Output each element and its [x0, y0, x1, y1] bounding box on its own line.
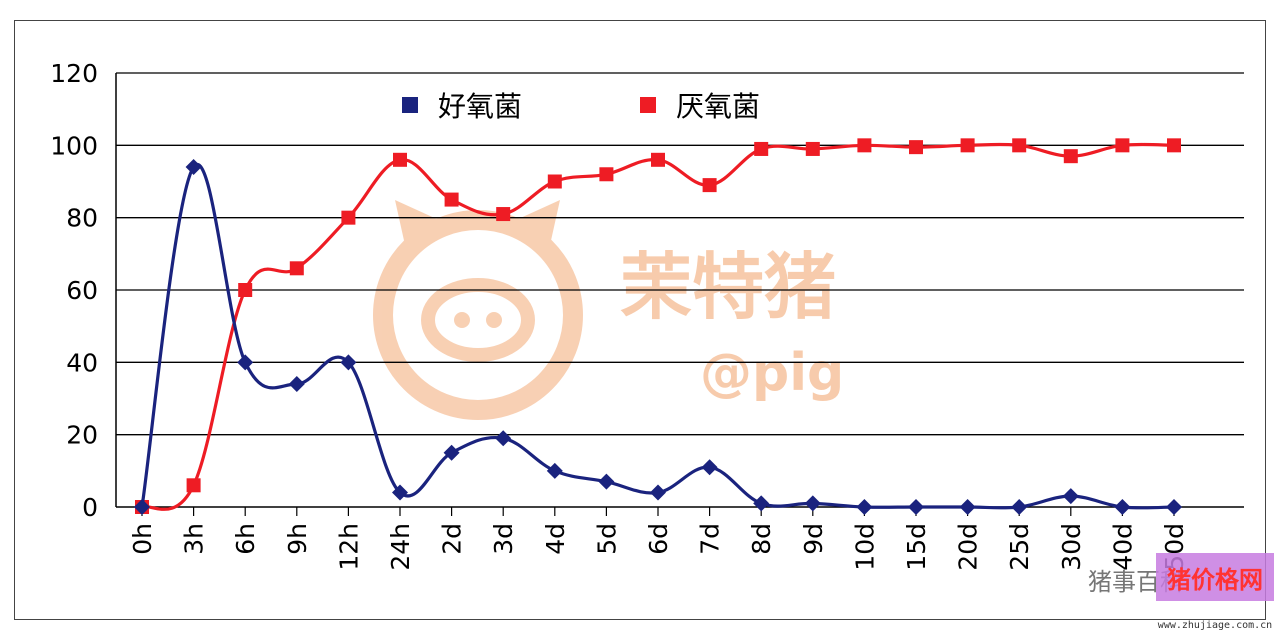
- y-tick-label: 100: [50, 131, 98, 160]
- data-point-diamond: [753, 495, 770, 512]
- data-point-square: [805, 141, 820, 156]
- series-line: [141, 142, 1175, 511]
- data-point-square: [909, 140, 923, 155]
- data-point-square: [341, 210, 356, 225]
- data-point-diamond: [1166, 499, 1182, 515]
- legend-swatch: [640, 97, 656, 113]
- series-layer: [134, 138, 1182, 515]
- data-point-diamond: [908, 499, 924, 515]
- site-url: www.zhujiage.com.cn: [1158, 620, 1272, 631]
- data-point-diamond: [856, 499, 873, 515]
- data-point-diamond: [340, 354, 357, 371]
- data-point-diamond: [598, 473, 615, 490]
- watermark-handle: @pig: [700, 343, 844, 403]
- data-point-square: [702, 178, 717, 193]
- site-badge-text: 猪价格网: [1167, 566, 1263, 594]
- y-axis: 0 20 40 60 80 100 120: [50, 59, 117, 522]
- data-point-square: [238, 283, 253, 297]
- data-point-square: [651, 152, 665, 167]
- data-point-square: [547, 174, 562, 189]
- x-tick-label: 6h: [231, 523, 260, 555]
- x-tick-label: 0h: [128, 523, 157, 555]
- data-point-diamond: [959, 499, 976, 515]
- data-point-square: [857, 138, 872, 153]
- y-tick-label: 60: [66, 276, 98, 305]
- data-point-square: [599, 167, 614, 182]
- y-tick-label: 40: [66, 348, 98, 377]
- x-tick-label: 10d: [850, 523, 879, 571]
- data-point-square: [1167, 138, 1181, 153]
- data-point-diamond: [185, 159, 202, 176]
- site-badge-bg: [1156, 553, 1274, 601]
- x-tick-label: 30d: [1057, 523, 1086, 571]
- y-tick-label: 120: [50, 59, 98, 88]
- pig-logo-icon: [373, 200, 583, 420]
- data-point-diamond: [804, 495, 821, 512]
- x-tick-label: 4d: [541, 523, 570, 555]
- x-tick-label: 5d: [592, 523, 621, 555]
- x-tick-label: 3d: [489, 523, 518, 555]
- data-point-diamond: [495, 430, 512, 447]
- data-point-diamond: [1011, 499, 1028, 515]
- x-tick-label: 15d: [902, 523, 931, 571]
- data-point-square: [289, 261, 304, 276]
- x-tick-label: 2d: [438, 523, 467, 555]
- x-tick-label: 9d: [799, 523, 828, 555]
- data-point-square: [960, 138, 975, 153]
- series-line: [140, 162, 1175, 510]
- data-point-square: [444, 192, 459, 207]
- series-aerobic: [134, 159, 1182, 515]
- x-tick-label: 20d: [954, 523, 983, 571]
- data-point-diamond: [237, 354, 254, 371]
- data-point-square: [186, 478, 201, 493]
- x-tick-label: 9h: [283, 523, 312, 555]
- watermark-text: 茉特猪: [620, 245, 836, 329]
- data-point-diamond: [1062, 488, 1079, 505]
- data-point-diamond: [546, 462, 563, 479]
- x-tick-label: 3h: [180, 523, 209, 555]
- y-tick-label: 20: [66, 421, 98, 450]
- legend: 好氧菌 厌氧菌: [402, 90, 760, 123]
- x-tick-label: 40d: [1108, 523, 1137, 571]
- y-tick-label: 0: [82, 493, 98, 522]
- data-point-diamond: [701, 459, 718, 476]
- data-point-diamond: [134, 499, 150, 515]
- data-point-diamond: [288, 376, 305, 393]
- data-point-diamond: [1114, 499, 1131, 515]
- x-tick-label: 24h: [386, 523, 415, 571]
- x-axis: 0h 3h 6h 9h 12h 24h 2d 3d 4d 5d 6d 7d 8d 9d 10d 15d 20d 2…: [128, 507, 1189, 571]
- chart-frame: [14, 20, 1266, 620]
- x-tick-label: 8d: [747, 523, 776, 555]
- data-point-diamond: [650, 484, 666, 501]
- data-point-square: [496, 207, 511, 222]
- data-point-diamond: [392, 484, 408, 501]
- y-tick-label: 80: [66, 204, 98, 233]
- data-point-diamond: [443, 444, 460, 461]
- x-tick-label: 6d: [644, 523, 673, 555]
- data-point-square: [1115, 138, 1130, 153]
- data-point-square: [393, 152, 407, 167]
- data-point-square: [1012, 138, 1027, 153]
- legend-label: 厌氧菌: [676, 90, 760, 123]
- x-tick-label: 7d: [696, 523, 725, 555]
- x-tick-label: 25d: [1005, 523, 1034, 571]
- data-point-square: [1063, 149, 1078, 164]
- legend-label: 好氧菌: [438, 90, 522, 123]
- grid: [116, 72, 1244, 508]
- legend-swatch: [402, 97, 418, 113]
- data-point-square: [754, 141, 769, 156]
- x-tick-label: 12h: [334, 523, 363, 571]
- watermark: 茉特猪 @pig: [373, 200, 844, 420]
